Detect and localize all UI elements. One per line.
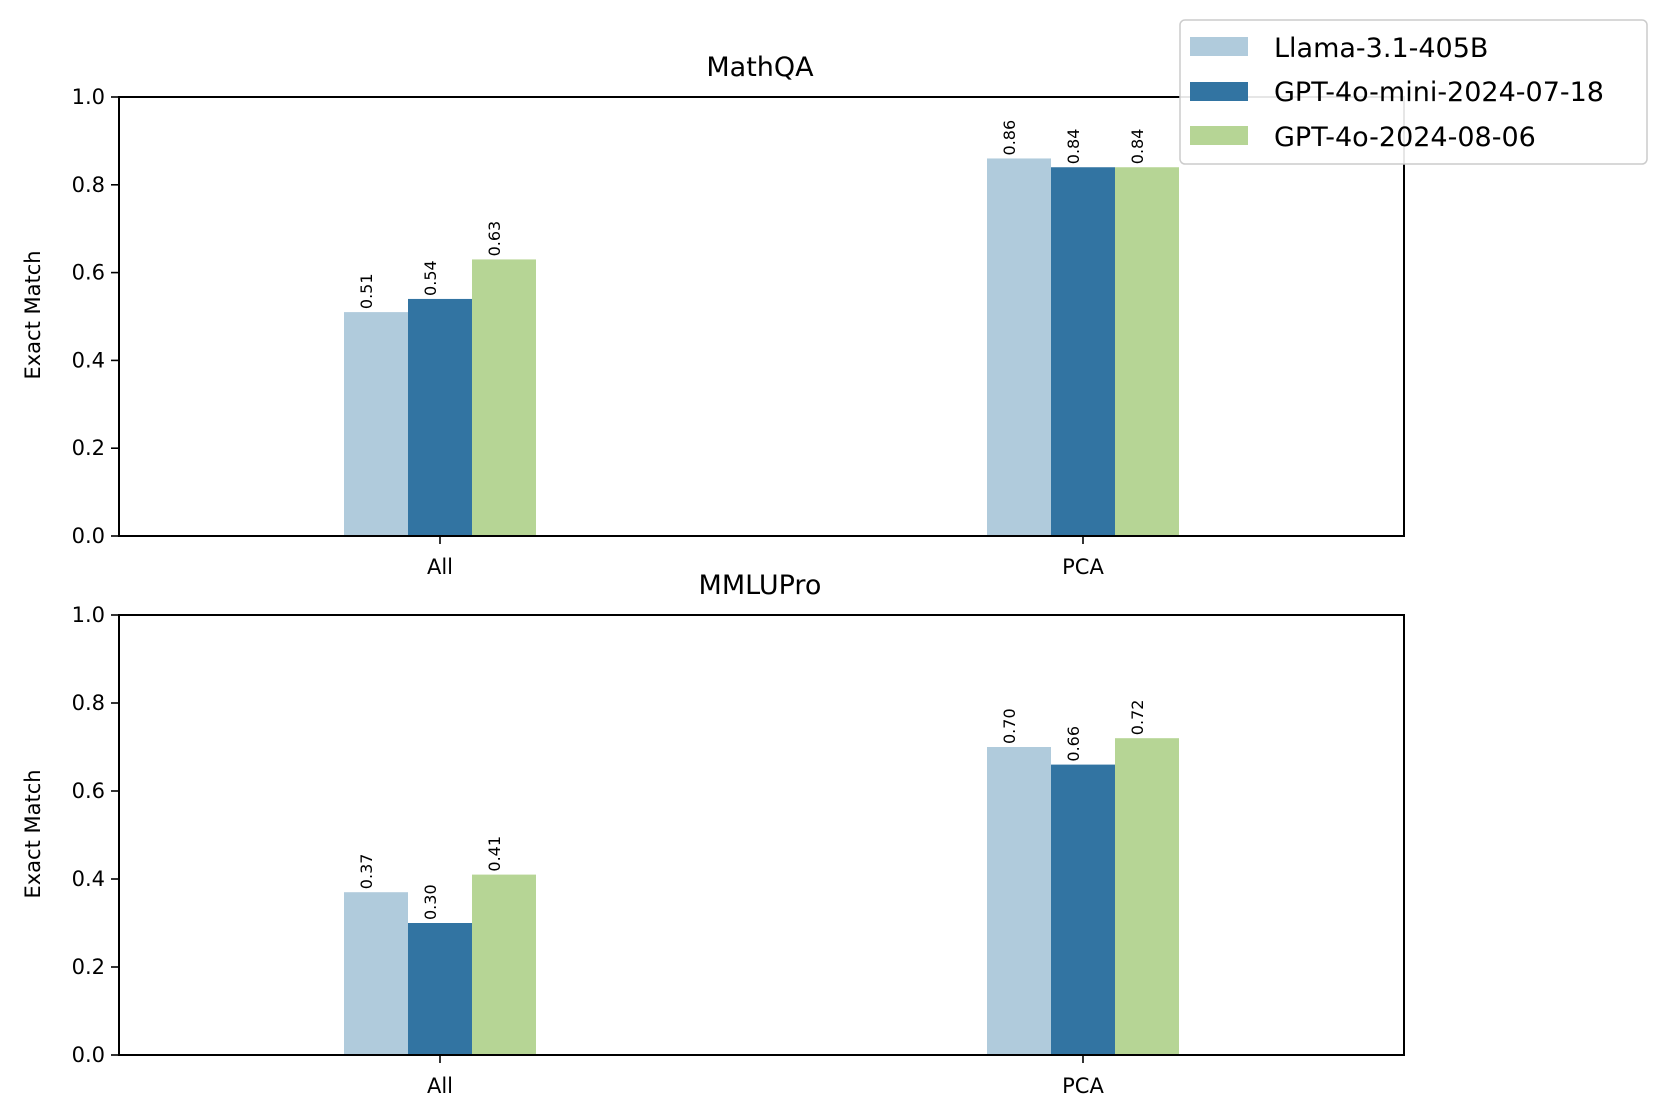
legend-box [1179,19,1648,165]
y-ticks: 0.0 0.2 0.4 0.6 0.8 1.0 [72,85,119,548]
bar-value-label: 0.54 [421,260,440,296]
y-tick-label: 0.8 [72,691,105,715]
y-tick-label: 1.0 [72,85,105,109]
bar-value-label: 0.63 [485,221,504,257]
bar-value-label: 0.84 [1128,129,1147,165]
legend-swatch-llama [1190,37,1248,56]
bar [344,892,408,1055]
bar [1115,738,1179,1055]
x-tick-label: All [427,1074,453,1098]
legend: Llama-3.1-405B GPT-4o-mini-2024-07-18 GP… [1179,19,1648,165]
plot-frame [118,96,1405,537]
x-tick-label: PCA [1062,1074,1104,1098]
y-tick-label: 0.8 [72,173,105,197]
plot-frame [118,614,1405,1056]
bar [408,923,472,1055]
y-tick-label: 0.0 [72,1043,105,1067]
mathqa-panel: MathQA Exact Match 0.0 0.2 0.4 0.6 0.8 1.0 Al… [21,52,1405,579]
bar-value-label: 0.72 [1128,700,1147,736]
mmlupro-panel: MMLUPro Exact Match 0.0 0.2 0.4 0.6 0.8 1.0 A… [21,570,1405,1098]
bar-value-label: 0.37 [357,854,376,890]
y-axis-label: Exact Match [21,769,45,898]
bar-value-label: 0.86 [1000,120,1019,156]
y-tick-label: 0.0 [72,524,105,548]
y-tick-label: 0.2 [72,436,105,460]
bar [472,874,536,1055]
bar [987,158,1051,536]
bars [344,738,1179,1055]
legend-swatch-gpt4o-mini [1190,82,1248,101]
bar [987,747,1051,1055]
bar-value-label: 0.70 [1000,708,1019,744]
x-ticks: All PCA [427,1055,1104,1098]
y-tick-label: 0.2 [72,955,105,979]
bar [344,312,408,536]
legend-swatch-gpt4o [1190,126,1248,145]
y-tick-label: 0.6 [72,779,105,803]
bar [1115,167,1179,537]
bar [1051,764,1115,1055]
y-tick-label: 0.4 [72,867,105,891]
x-ticks: All PCA [427,536,1104,579]
y-axis-label: Exact Match [21,250,45,379]
bar-labels: 0.51 0.86 0.54 0.84 0.63 0.84 [357,120,1147,309]
bar [408,298,472,536]
bar-value-label: 0.30 [421,884,440,920]
chart-title: MMLUPro [699,570,822,601]
y-tick-label: 1.0 [72,603,105,627]
chart-title: MathQA [706,52,814,83]
legend-label-gpt4o-mini: GPT-4o-mini-2024-07-18 [1274,77,1604,108]
bar-labels: 0.37 0.70 0.30 0.66 0.41 0.72 [357,700,1147,920]
x-tick-label: All [427,555,453,579]
bar [1051,167,1115,537]
bars [344,158,1179,537]
bar-value-label: 0.51 [357,273,376,309]
bar-value-label: 0.41 [485,836,504,872]
bar-value-label: 0.66 [1064,726,1083,762]
bar [472,259,536,536]
x-tick-label: PCA [1062,555,1104,579]
bar-value-label: 0.84 [1064,129,1083,165]
y-tick-label: 0.4 [72,348,105,372]
legend-label-llama: Llama-3.1-405B [1274,33,1488,64]
y-ticks: 0.0 0.2 0.4 0.6 0.8 1.0 [72,603,119,1067]
y-tick-label: 0.6 [72,261,105,285]
legend-label-gpt4o: GPT-4o-2024-08-06 [1274,122,1536,153]
